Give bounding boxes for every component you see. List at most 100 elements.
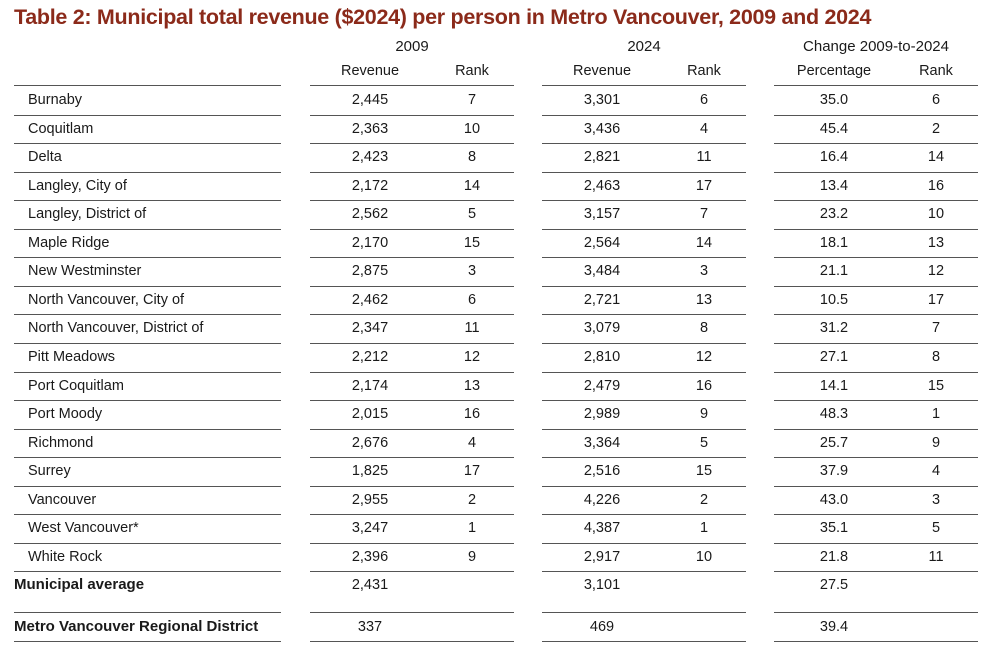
rule-line bbox=[774, 286, 978, 287]
rule-line bbox=[542, 372, 746, 373]
rule-line bbox=[774, 571, 978, 572]
cell-k09: 14 bbox=[463, 178, 481, 194]
col-header-revenue-2024: Revenue bbox=[572, 63, 632, 79]
table-row: Pitt Meadows 2,212 12 2,810 12 27.1 8 bbox=[0, 343, 988, 371]
table-row: Richmond 2,676 4 3,364 5 25.7 9 bbox=[0, 429, 988, 457]
table-row: Vancouver 2,955 2 4,226 2 43.0 3 bbox=[0, 486, 988, 514]
row-label: Coquitlam bbox=[28, 121, 94, 137]
cell-r09: 2,015 bbox=[351, 406, 389, 422]
rule-line bbox=[542, 143, 746, 144]
cell-k24: 8 bbox=[699, 320, 709, 336]
rule-line bbox=[774, 612, 978, 613]
group-header-change: Change 2009-to-2024 bbox=[803, 38, 949, 55]
table-row: Langley, City of 2,172 14 2,463 17 13.4 16 bbox=[0, 172, 988, 200]
cell-r09: 2,875 bbox=[351, 263, 389, 279]
rule-line bbox=[310, 314, 514, 315]
row-label: West Vancouver* bbox=[28, 520, 139, 536]
cell-r24: 3,484 bbox=[583, 263, 621, 279]
rule-line bbox=[542, 115, 746, 116]
rule-line bbox=[310, 612, 514, 613]
group-header-2009: 2009 bbox=[395, 38, 429, 55]
rule-line bbox=[310, 514, 514, 515]
rule-line bbox=[14, 257, 281, 258]
table-row: Surrey 1,825 17 2,516 15 37.9 4 bbox=[0, 457, 988, 485]
cell-r09: 337 bbox=[357, 619, 383, 635]
rule-line bbox=[542, 286, 746, 287]
rule-line bbox=[774, 257, 978, 258]
rule-line bbox=[310, 486, 514, 487]
cell-pct: 16.4 bbox=[819, 149, 849, 165]
rule-line bbox=[774, 429, 978, 430]
rule-line bbox=[774, 143, 978, 144]
cell-r24: 3,101 bbox=[583, 577, 621, 593]
cell-kc: 16 bbox=[927, 178, 945, 194]
rule-line bbox=[14, 543, 281, 544]
cell-pct: 10.5 bbox=[819, 292, 849, 308]
rule-line bbox=[774, 229, 978, 230]
cell-k09: 13 bbox=[463, 378, 481, 394]
row-label: Surrey bbox=[28, 463, 71, 479]
cell-r24: 3,436 bbox=[583, 121, 621, 137]
rule-line bbox=[774, 514, 978, 515]
cell-kc: 8 bbox=[931, 349, 941, 365]
col-header-rank-2009: Rank bbox=[455, 63, 489, 79]
cell-r09: 2,431 bbox=[351, 577, 389, 593]
rule-line bbox=[774, 85, 978, 86]
cell-k09: 11 bbox=[464, 320, 480, 336]
cell-r09: 2,347 bbox=[351, 320, 389, 336]
cell-r09: 2,562 bbox=[351, 206, 389, 222]
table-title: Table 2: Municipal total revenue ($2024)… bbox=[14, 5, 872, 29]
cell-pct: 35.1 bbox=[819, 520, 849, 536]
rule-line bbox=[310, 543, 514, 544]
rule-line bbox=[14, 115, 281, 116]
rule-line bbox=[310, 229, 514, 230]
cell-pct: 21.8 bbox=[819, 549, 849, 565]
rule-line bbox=[542, 543, 746, 544]
cell-k09: 5 bbox=[467, 206, 477, 222]
cell-k09: 7 bbox=[467, 92, 477, 108]
rule-line bbox=[310, 457, 514, 458]
table-row: North Vancouver, District of 2,347 11 3,079… bbox=[0, 314, 988, 342]
table-row: Port Moody 2,015 16 2,989 9 48.3 1 bbox=[0, 400, 988, 428]
cell-r09: 2,955 bbox=[351, 492, 389, 508]
cell-k09: 6 bbox=[467, 292, 477, 308]
row-label: White Rock bbox=[28, 549, 103, 565]
row-label: Municipal average bbox=[14, 576, 145, 593]
rule-line bbox=[14, 229, 281, 230]
cell-k09: 10 bbox=[463, 121, 481, 137]
cell-r09: 3,247 bbox=[351, 520, 389, 536]
rule-line bbox=[542, 429, 746, 430]
table-row-regional: Metro Vancouver Regional District 337 469 3… bbox=[0, 613, 988, 641]
rule-line bbox=[310, 172, 514, 173]
table-row-average: Municipal average 2,431 3,101 27.5 bbox=[0, 571, 988, 599]
cell-pct: 27.5 bbox=[819, 577, 849, 593]
rule-line bbox=[14, 343, 281, 344]
cell-k24: 7 bbox=[699, 206, 709, 222]
cell-kc: 17 bbox=[927, 292, 945, 308]
rule-line bbox=[542, 229, 746, 230]
rule-line bbox=[310, 143, 514, 144]
col-header-revenue-2009: Revenue bbox=[340, 63, 400, 79]
rule-line bbox=[542, 85, 746, 86]
rule-line bbox=[14, 400, 281, 401]
cell-kc: 10 bbox=[927, 206, 945, 222]
rule-line bbox=[542, 612, 746, 613]
rule-line bbox=[310, 571, 514, 572]
cell-r24: 3,079 bbox=[583, 320, 621, 336]
col-header-percentage: Percentage bbox=[796, 63, 872, 79]
cell-pct: 21.1 bbox=[819, 263, 849, 279]
rule-line bbox=[14, 612, 281, 613]
rule-line bbox=[14, 457, 281, 458]
table-row: Delta 2,423 8 2,821 11 16.4 14 bbox=[0, 143, 988, 171]
cell-r09: 2,212 bbox=[351, 349, 389, 365]
cell-pct: 45.4 bbox=[819, 121, 849, 137]
cell-pct: 23.2 bbox=[819, 206, 849, 222]
cell-kc: 6 bbox=[931, 92, 941, 108]
cell-pct: 35.0 bbox=[819, 92, 849, 108]
rule-line bbox=[774, 641, 978, 642]
cell-r09: 2,363 bbox=[351, 121, 389, 137]
cell-k09: 9 bbox=[467, 549, 477, 565]
table-row: Burnaby 2,445 7 3,301 6 35.0 6 bbox=[0, 86, 988, 114]
rule-line bbox=[542, 400, 746, 401]
cell-pct: 37.9 bbox=[819, 463, 849, 479]
